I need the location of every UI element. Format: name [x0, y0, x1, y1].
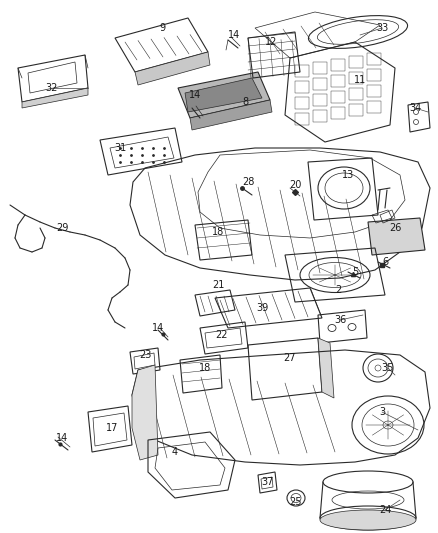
Text: 17: 17 [106, 423, 118, 433]
Text: 3: 3 [379, 407, 385, 417]
Text: 26: 26 [389, 223, 401, 233]
Text: 25: 25 [290, 497, 302, 507]
Polygon shape [190, 100, 272, 130]
Text: 24: 24 [379, 505, 391, 515]
Text: 8: 8 [242, 97, 248, 107]
Text: 31: 31 [114, 143, 126, 153]
Polygon shape [178, 72, 270, 118]
Text: 32: 32 [46, 83, 58, 93]
Text: 14: 14 [152, 323, 164, 333]
Text: 27: 27 [284, 353, 296, 363]
Text: 18: 18 [212, 227, 224, 237]
Polygon shape [185, 78, 262, 112]
Text: 36: 36 [334, 315, 346, 325]
Text: 4: 4 [172, 447, 178, 457]
Text: 13: 13 [342, 170, 354, 180]
Polygon shape [368, 218, 425, 255]
Text: 6: 6 [382, 257, 388, 267]
Text: 39: 39 [256, 303, 268, 313]
Text: 9: 9 [159, 23, 165, 33]
Text: 22: 22 [216, 330, 228, 340]
Text: 28: 28 [242, 177, 254, 187]
Text: 14: 14 [228, 30, 240, 40]
Text: 14: 14 [56, 433, 68, 443]
Polygon shape [135, 52, 210, 85]
Text: 21: 21 [212, 280, 224, 290]
Text: 29: 29 [56, 223, 68, 233]
Text: 12: 12 [265, 37, 277, 47]
Ellipse shape [320, 510, 416, 530]
Text: 20: 20 [289, 180, 301, 190]
Text: 11: 11 [354, 75, 366, 85]
Text: 2: 2 [335, 285, 341, 295]
Text: 33: 33 [376, 23, 388, 33]
Text: 14: 14 [189, 90, 201, 100]
Text: 5: 5 [352, 267, 358, 277]
Text: 34: 34 [409, 103, 421, 113]
Polygon shape [132, 365, 158, 460]
Polygon shape [22, 88, 88, 108]
Polygon shape [318, 338, 334, 398]
Text: 35: 35 [382, 363, 394, 373]
Text: 23: 23 [139, 350, 151, 360]
Text: 37: 37 [262, 477, 274, 487]
Text: 18: 18 [199, 363, 211, 373]
